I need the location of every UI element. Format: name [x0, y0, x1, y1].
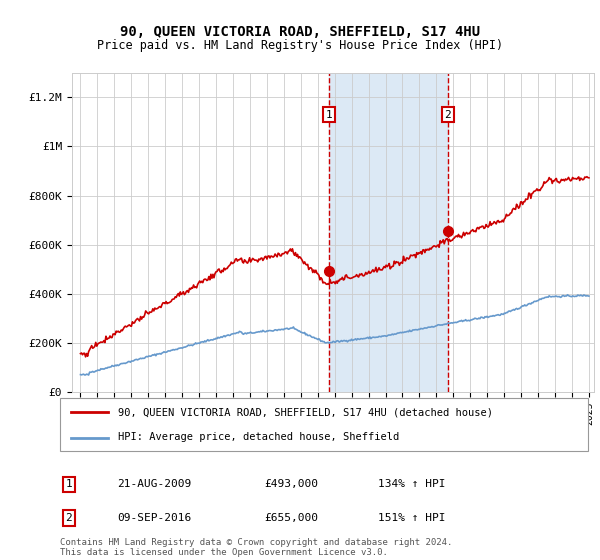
Text: 90, QUEEN VICTORIA ROAD, SHEFFIELD, S17 4HU: 90, QUEEN VICTORIA ROAD, SHEFFIELD, S17 … — [120, 25, 480, 39]
Text: Contains HM Land Registry data © Crown copyright and database right 2024.
This d: Contains HM Land Registry data © Crown c… — [60, 538, 452, 557]
Text: 90, QUEEN VICTORIA ROAD, SHEFFIELD, S17 4HU (detached house): 90, QUEEN VICTORIA ROAD, SHEFFIELD, S17 … — [118, 408, 493, 418]
Text: 09-SEP-2016: 09-SEP-2016 — [117, 513, 191, 523]
Bar — [329, 73, 448, 392]
Text: £655,000: £655,000 — [264, 513, 318, 523]
Text: 2: 2 — [65, 513, 73, 523]
FancyBboxPatch shape — [60, 398, 588, 451]
Text: 2: 2 — [445, 110, 451, 119]
Text: 151% ↑ HPI: 151% ↑ HPI — [378, 513, 445, 523]
Text: HPI: Average price, detached house, Sheffield: HPI: Average price, detached house, Shef… — [118, 432, 400, 442]
Text: 134% ↑ HPI: 134% ↑ HPI — [378, 479, 445, 489]
Text: £493,000: £493,000 — [264, 479, 318, 489]
Text: 1: 1 — [65, 479, 73, 489]
Text: 21-AUG-2009: 21-AUG-2009 — [117, 479, 191, 489]
Text: Price paid vs. HM Land Registry's House Price Index (HPI): Price paid vs. HM Land Registry's House … — [97, 39, 503, 52]
Text: 1: 1 — [325, 110, 332, 119]
